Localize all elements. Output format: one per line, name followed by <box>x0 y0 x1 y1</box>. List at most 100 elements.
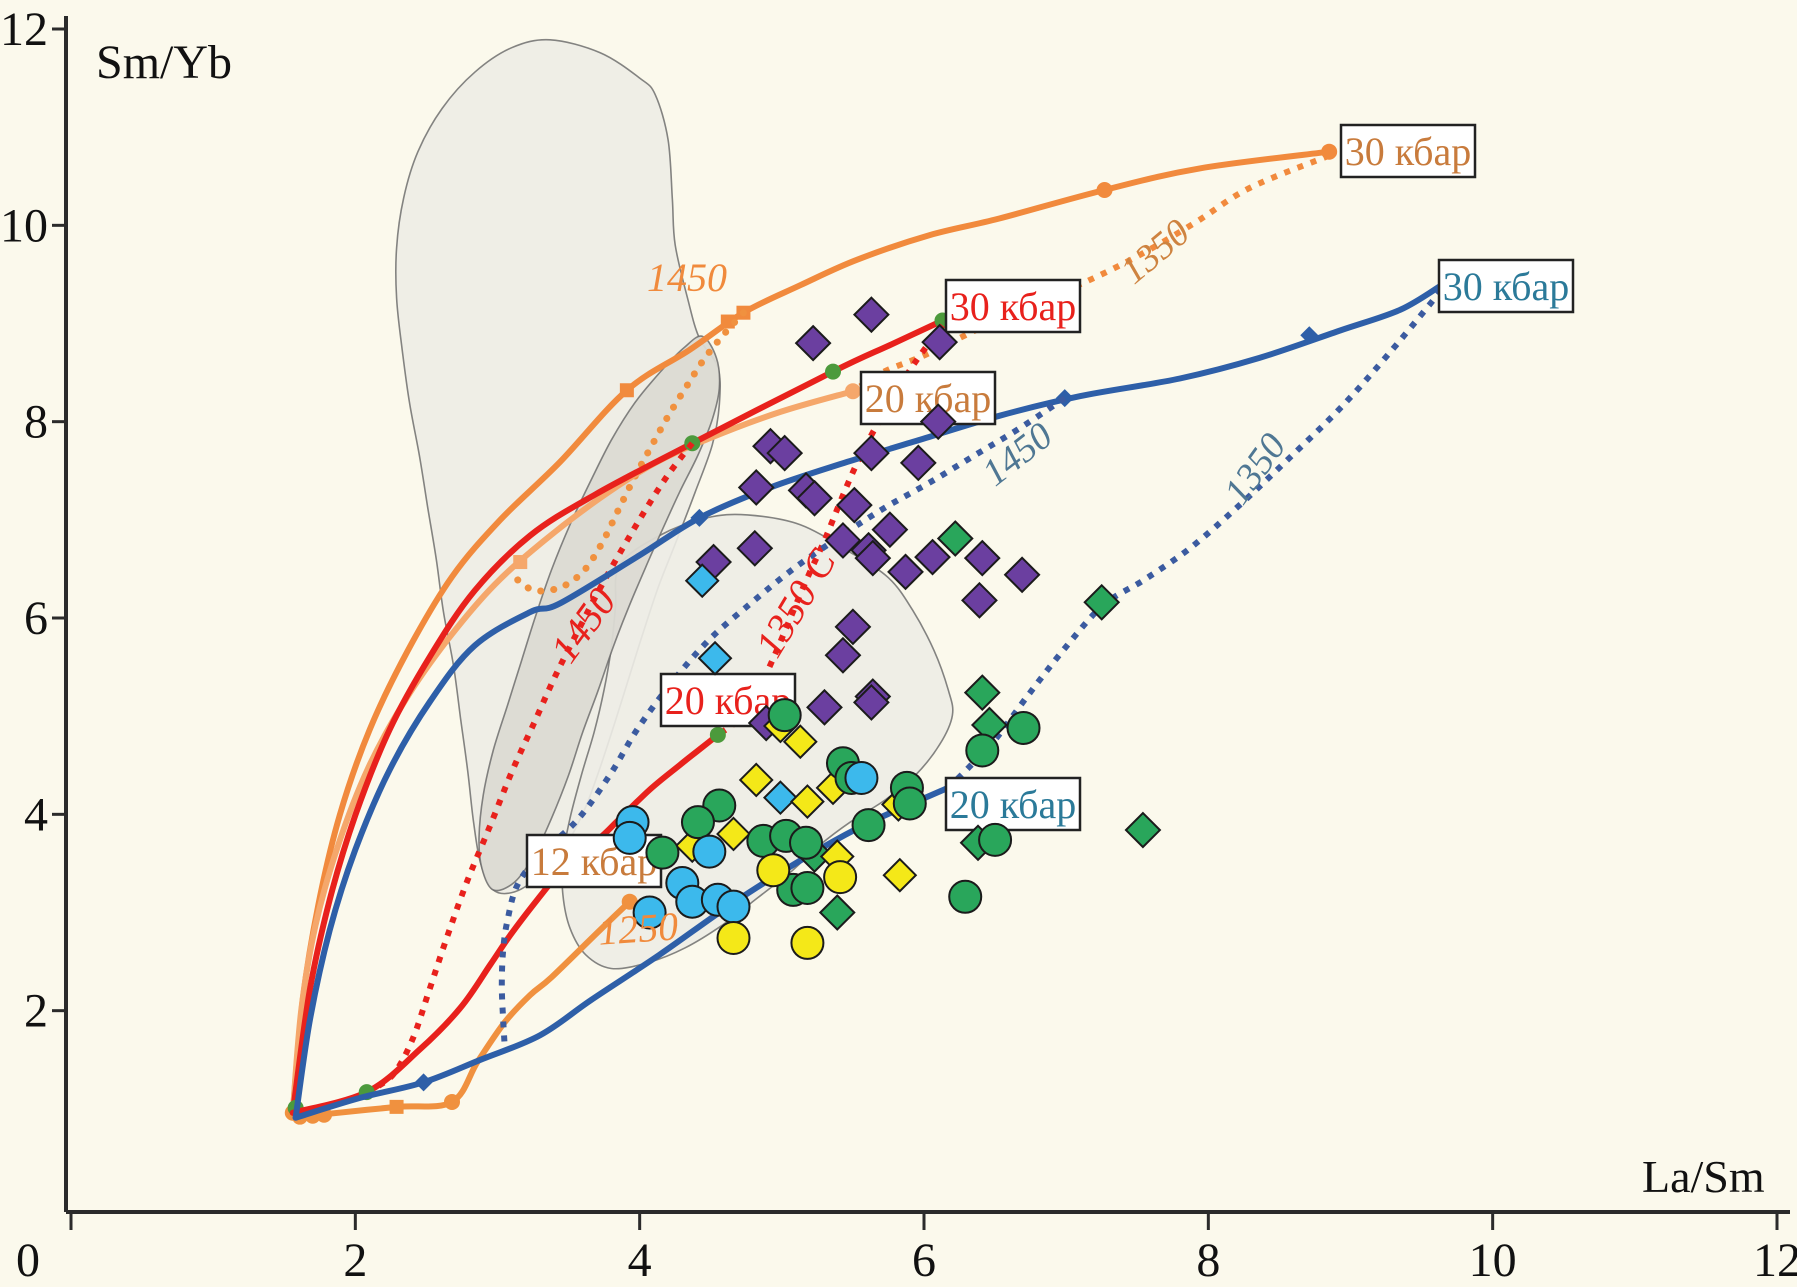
data-point-green-circles <box>789 825 824 860</box>
data-point-purple-diamonds <box>963 539 1001 577</box>
temp-orange-1250: 1250 <box>597 903 680 953</box>
data-point-yellow-diamonds <box>790 784 825 819</box>
data-point-green-circles <box>965 733 1000 768</box>
x-tick-label: 0 <box>16 1234 40 1287</box>
curve-blue-30kbar-marker-diamond <box>1300 326 1319 345</box>
curve-blue-30kbar-marker-diamond <box>690 508 709 527</box>
data-point-purple-diamonds <box>871 511 909 549</box>
data-point-green-diamonds <box>818 894 856 931</box>
axes: 2 4 6 8 10 12 0 2 4 6 8 10 12 Sm/Yb La/Sm <box>0 3 1797 1287</box>
data-point-green-circles <box>645 835 680 870</box>
data-point-purple-diamonds <box>766 434 804 472</box>
data-point-yellow-circles <box>790 925 825 960</box>
data-point-purple-diamonds <box>835 486 873 524</box>
data-point-green-circles <box>892 786 927 821</box>
curve-orange-30kbar-marker-square <box>619 383 634 398</box>
temp-orange-1450: 1450 <box>647 255 727 300</box>
label-blue-20kbar: 20 кбар <box>944 776 1082 832</box>
data-point-purple-diamonds <box>852 296 890 334</box>
data-point-cyan-diamonds <box>762 780 798 816</box>
curve-red-20kbar-marker-dot <box>709 726 726 743</box>
y-tick-label: 12 <box>0 3 48 56</box>
data-point-cyan-circles <box>632 895 667 930</box>
x-tick-label: 4 <box>628 1234 652 1287</box>
x-tick-label: 8 <box>1196 1234 1220 1287</box>
x-tick-label: 10 <box>1469 1234 1517 1287</box>
data-point-cyan-circles <box>612 820 647 855</box>
curve-orange-12kbar-marker-square <box>389 1099 404 1114</box>
purple-diamonds <box>695 296 1041 742</box>
y-tick-label: 4 <box>24 788 48 841</box>
label-orange-30kbar-text: 30 кбар <box>1345 129 1472 174</box>
data-point-purple-diamonds <box>961 581 998 619</box>
label-blue-20kbar-text: 20 кбар <box>950 782 1077 827</box>
data-point-cyan-diamonds <box>697 640 733 676</box>
curve-orange-30kbar-marker-square <box>720 314 735 329</box>
isotherm-blue-1350 <box>946 288 1444 790</box>
y-tick-label: 6 <box>24 592 48 645</box>
label-red-20kbar: 20 кбар <box>659 672 797 728</box>
data-point-green-circles <box>851 808 886 843</box>
yellow-circles <box>716 853 858 960</box>
label-orange-12kbar-box <box>525 833 663 889</box>
data-point-yellow-diamonds <box>782 724 818 760</box>
data-point-yellow-diamonds <box>882 857 918 893</box>
curve-red-30kbar-marker-dot <box>825 363 842 380</box>
data-point-purple-diamonds <box>824 636 862 674</box>
curve-orange-12kbar <box>289 898 633 1121</box>
curve-orange-20kbar-marker-dot <box>844 383 861 400</box>
curve-orange-30kbar <box>289 148 1333 1116</box>
data-point-green-diamonds <box>1083 583 1121 621</box>
label-red-30kbar: 30 кбар <box>944 278 1082 334</box>
data-point-purple-diamonds <box>736 529 774 567</box>
data-point-green-circles <box>680 805 715 840</box>
data-point-purple-diamonds <box>852 684 890 721</box>
curve-orange-20kbar-marker-square <box>513 555 528 570</box>
data-point-yellow-diamonds <box>738 762 774 798</box>
data-point-cyan-circles <box>716 889 751 924</box>
cyan-circles <box>612 761 879 930</box>
data-point-purple-diamonds <box>899 444 937 482</box>
data-point-green-circles <box>978 822 1013 857</box>
data-point-purple-diamonds <box>914 538 951 576</box>
data-point-green-circles <box>1006 710 1041 745</box>
data-point-green-diamonds <box>1124 811 1162 849</box>
data-point-yellow-circles <box>756 853 791 888</box>
data-point-green-circles <box>767 698 802 733</box>
y-tick-label: 2 <box>24 985 48 1038</box>
curve-red-30kbar <box>289 317 946 1116</box>
data-point-green-diamonds <box>936 520 974 557</box>
data-point-purple-diamonds <box>921 323 959 361</box>
data-point-purple-diamonds <box>834 608 872 646</box>
label-blue-30kbar-text: 30 кбар <box>1443 264 1570 309</box>
data-point-purple-diamonds <box>806 688 843 726</box>
label-blue-30kbar: 30 кбар <box>1437 258 1575 314</box>
y-tick-label: 8 <box>24 396 48 449</box>
x-tick-label: 6 <box>912 1234 936 1287</box>
green-diamonds <box>796 520 1162 931</box>
label-red-30kbar-box <box>944 278 1082 334</box>
label-red-30kbar-text: 30 кбар <box>950 284 1077 329</box>
data-point-purple-diamonds <box>852 434 890 472</box>
y-tick-label: 10 <box>0 199 48 252</box>
data-point-yellow-diamonds <box>716 816 751 852</box>
label-blue-20kbar-box <box>944 776 1082 832</box>
data-point-green-diamonds <box>963 674 1001 712</box>
curve-blue-20kbar-marker-diamond <box>414 1073 433 1092</box>
curve-orange-12kbar-marker-dot <box>621 893 638 910</box>
data-point-purple-diamonds <box>794 324 832 362</box>
data-point-green-circles <box>790 870 825 905</box>
data-point-purple-diamonds <box>919 403 957 441</box>
curve-orange-30kbar-marker-dot <box>1096 181 1113 198</box>
data-point-yellow-circles <box>716 921 751 956</box>
label-orange-30kbar: 30 кбар <box>1339 123 1477 179</box>
y-axis-title: Sm/Yb <box>96 36 232 89</box>
data-point-cyan-circles <box>692 834 727 869</box>
cyan-diamonds <box>684 563 798 816</box>
x-axis-title: La/Sm <box>1642 1151 1765 1202</box>
data-point-purple-diamonds <box>854 539 892 577</box>
data-point-cyan-diamonds <box>684 563 720 599</box>
data-point-purple-diamonds <box>796 479 833 517</box>
